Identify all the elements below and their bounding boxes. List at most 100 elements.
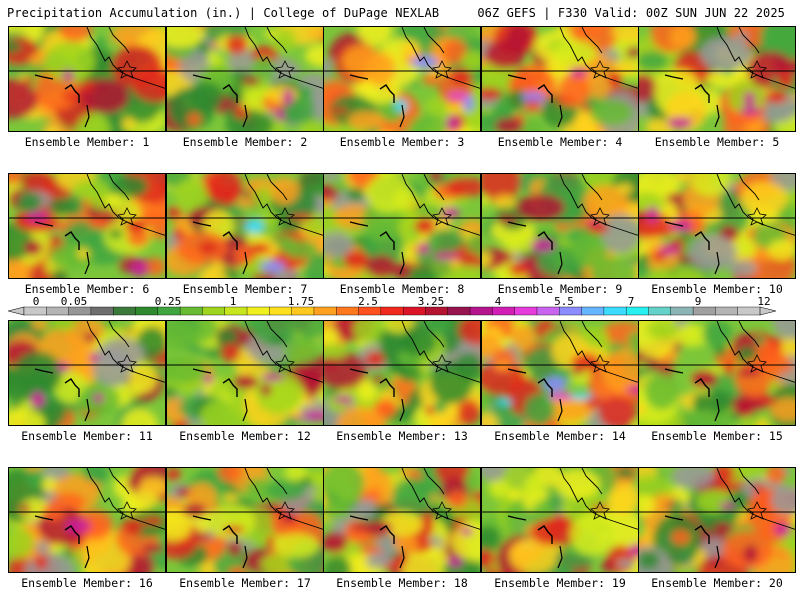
- scale-tick-label: 1: [230, 297, 237, 308]
- coastline-line: [244, 468, 323, 530]
- scale-color-swatch: [135, 306, 159, 316]
- river-line: [84, 104, 90, 128]
- scale-color-swatch: [224, 306, 248, 316]
- coastline-line: [401, 468, 480, 530]
- scale-tick-label: 2.5: [358, 297, 378, 308]
- river-line: [222, 525, 238, 544]
- ensemble-member-label: Ensemble Member: 11: [21, 429, 153, 443]
- peninsula-outline: [590, 207, 610, 226]
- river-line: [714, 398, 720, 422]
- precipitation-field: [639, 468, 795, 572]
- river-line: [222, 84, 238, 103]
- scale-color-swatch: [648, 306, 672, 316]
- peninsula-outline: [590, 60, 610, 79]
- river-line: [557, 251, 563, 275]
- coastline-line: [581, 174, 603, 201]
- coastline-line: [266, 27, 288, 54]
- river-line: [84, 545, 90, 569]
- scale-color-swatch: [670, 306, 694, 316]
- peninsula-outline: [275, 60, 295, 79]
- scale-tick-label: 1.75: [288, 297, 315, 308]
- river-line: [64, 525, 80, 544]
- ensemble-member-map: [166, 26, 324, 132]
- coastline-line: [401, 321, 480, 383]
- scale-color-swatch: [358, 306, 382, 316]
- ensemble-member-map: [166, 320, 324, 426]
- river-line: [664, 368, 684, 374]
- ensemble-member-label: Ensemble Member: 3: [339, 135, 465, 149]
- scale-color-swatch: [291, 306, 315, 316]
- scale-color-swatch: [246, 306, 270, 316]
- precipitation-field: [9, 321, 165, 425]
- peninsula-outline: [747, 60, 767, 79]
- peninsula-outline: [117, 207, 137, 226]
- river-line: [349, 74, 369, 80]
- scale-tick-label: 9: [695, 297, 702, 308]
- precipitation-field: [482, 468, 638, 572]
- precipitation-field: [9, 27, 165, 131]
- river-line: [714, 545, 720, 569]
- scale-color-swatch: [269, 306, 293, 316]
- river-line: [694, 525, 710, 544]
- scale-color-swatch: [536, 306, 560, 316]
- peninsula-outline: [590, 501, 610, 520]
- scale-tick-label: 7: [628, 297, 635, 308]
- coastline-line: [559, 468, 638, 530]
- river-line: [379, 378, 395, 397]
- scale-color-swatch: [202, 306, 226, 316]
- scale-tick-label: 0.05: [61, 297, 88, 308]
- coastline-line: [738, 321, 760, 348]
- coastline-line: [738, 174, 760, 201]
- model-run-info: 06Z GEFS | F330 Valid: 00Z SUN JUN 22 20…: [477, 6, 785, 20]
- scale-color-swatch: [68, 306, 92, 316]
- precipitation-field: [324, 321, 480, 425]
- river-line: [507, 515, 527, 521]
- river-line: [34, 221, 54, 227]
- peninsula-outline: [432, 207, 452, 226]
- scale-tick-label: 3.25: [418, 297, 445, 308]
- river-line: [222, 231, 238, 250]
- precipitation-field: [482, 174, 638, 278]
- precipitation-color-scale: 0 0.05 0.25 1 1.75 2.5 3.25 4 5.5 7 9 12: [8, 297, 790, 321]
- ensemble-member-map: [323, 467, 481, 573]
- scale-color-swatch: [469, 306, 493, 316]
- ensemble-member-map: [638, 26, 796, 132]
- coastline-line: [244, 174, 323, 236]
- river-line: [694, 378, 710, 397]
- peninsula-outline: [590, 354, 610, 373]
- coastline-line: [716, 321, 795, 383]
- scale-tick-label: 0: [33, 297, 40, 308]
- coastline-line: [581, 468, 603, 495]
- coastline-line: [423, 321, 445, 348]
- ensemble-member-label: Ensemble Member: 12: [179, 429, 311, 443]
- river-line: [507, 368, 527, 374]
- scale-color-swatch: [514, 306, 538, 316]
- ensemble-member-label: Ensemble Member: 8: [339, 282, 465, 296]
- precipitation-field: [639, 321, 795, 425]
- river-line: [379, 231, 395, 250]
- coastline-line: [266, 174, 288, 201]
- ensemble-member-label: Ensemble Member: 19: [494, 576, 626, 590]
- precipitation-field: [167, 174, 323, 278]
- precipitation-field: [167, 27, 323, 131]
- peninsula-outline: [275, 354, 295, 373]
- scale-left-arrow: [8, 306, 25, 316]
- ensemble-member-map: [323, 26, 481, 132]
- ensemble-member-label: Ensemble Member: 20: [651, 576, 783, 590]
- river-line: [694, 84, 710, 103]
- coastline-line: [108, 27, 130, 54]
- scale-color-swatch: [447, 306, 471, 316]
- precipitation-field: [482, 321, 638, 425]
- scale-color-swatch: [737, 306, 761, 316]
- river-line: [64, 378, 80, 397]
- river-line: [222, 378, 238, 397]
- ensemble-member-map: [481, 320, 639, 426]
- river-line: [84, 251, 90, 275]
- river-line: [64, 231, 80, 250]
- river-line: [84, 398, 90, 422]
- river-line: [664, 74, 684, 80]
- coastline-line: [86, 27, 165, 89]
- coastline-line: [423, 174, 445, 201]
- river-line: [399, 398, 405, 422]
- ensemble-member-map: [323, 173, 481, 279]
